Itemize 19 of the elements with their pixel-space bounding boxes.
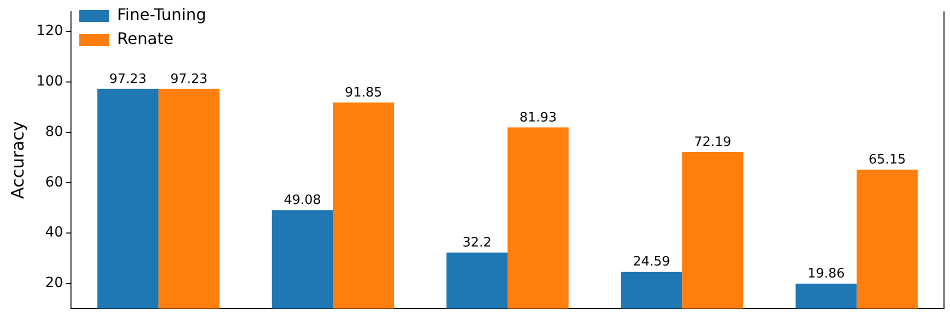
data-label: 65.15 <box>868 152 906 168</box>
legend-label: Renate <box>117 29 174 48</box>
data-label: 24.59 <box>632 254 670 270</box>
y-tick-label: 60 <box>45 174 64 190</box>
legend-label: Fine-Tuning <box>117 5 206 24</box>
y-axis-title: Accuracy <box>8 121 29 199</box>
data-label: 72.19 <box>694 134 732 150</box>
data-label: 49.08 <box>284 193 322 208</box>
data-label: 19.86 <box>808 266 845 282</box>
data-label: 97.23 <box>109 72 146 87</box>
y-tick-label: 80 <box>45 124 64 140</box>
y-tick-label: 20 <box>45 275 64 292</box>
y-tick-label: 40 <box>45 224 64 241</box>
y-tick-label: 100 <box>36 74 64 90</box>
data-label: 91.85 <box>344 85 382 100</box>
data-label: 81.93 <box>520 110 557 126</box>
y-tick-label: 120 <box>36 23 64 40</box>
data-label: 97.23 <box>170 72 208 87</box>
data-label: 32.2 <box>462 236 492 251</box>
